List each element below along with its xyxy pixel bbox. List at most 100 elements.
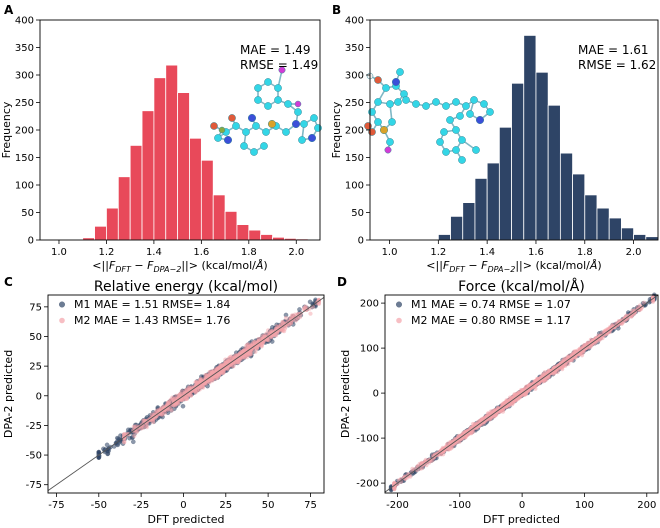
molecule-atom bbox=[386, 100, 394, 108]
x-tick-label: 1.0 bbox=[51, 247, 67, 258]
x-tick-label: 75 bbox=[304, 500, 317, 511]
molecule-atom bbox=[260, 142, 268, 150]
y-tick-label: 100 bbox=[360, 344, 379, 355]
scatter-point bbox=[424, 463, 429, 468]
scatter-point bbox=[446, 447, 451, 452]
molecule-atom bbox=[314, 124, 322, 132]
scatter-point bbox=[235, 357, 240, 362]
molecule-atom bbox=[228, 114, 236, 122]
y-tick-label: 200 bbox=[15, 126, 34, 137]
scatter-point bbox=[208, 370, 213, 375]
molecule-atom bbox=[274, 96, 282, 104]
x-tick-label: 1.2 bbox=[98, 247, 114, 258]
molecule-atom bbox=[278, 66, 286, 74]
molecule-illustration-b bbox=[364, 68, 494, 164]
rmse-annotation: RMSE = 1.49 bbox=[240, 58, 318, 72]
histogram-bar bbox=[153, 77, 167, 241]
scatter-point bbox=[223, 357, 228, 362]
scatter-point bbox=[565, 354, 570, 360]
panel-letter-c: C bbox=[4, 275, 13, 289]
scatter-point bbox=[250, 346, 255, 351]
x-tick-label: -50 bbox=[91, 500, 107, 511]
scatter-point bbox=[253, 349, 258, 354]
molecule-illustration-a bbox=[210, 66, 322, 156]
scatter-point bbox=[185, 393, 190, 398]
y-tick-label: 0 bbox=[36, 391, 42, 402]
molecule-atom bbox=[282, 128, 290, 136]
scatter-point bbox=[154, 408, 159, 413]
molecule-atom bbox=[294, 108, 302, 116]
scatter-point bbox=[253, 345, 258, 350]
histogram-bar bbox=[106, 207, 119, 241]
scatter-point bbox=[308, 311, 313, 316]
molecule-atom bbox=[368, 108, 376, 116]
scatter-point bbox=[220, 363, 225, 368]
x-tick-label: 1.2 bbox=[430, 247, 446, 258]
scatter-point bbox=[265, 337, 270, 342]
panel-letter-d: D bbox=[337, 275, 347, 289]
histogram-bar bbox=[200, 159, 214, 241]
y-tick-label: 75 bbox=[29, 302, 42, 313]
x-tick-label: 1.8 bbox=[577, 247, 593, 258]
molecule-atom bbox=[388, 118, 396, 126]
panel-letter-a: A bbox=[4, 3, 14, 17]
scatter-point bbox=[552, 371, 557, 376]
molecule-atom bbox=[458, 136, 466, 144]
molecule-atom bbox=[456, 112, 464, 120]
y-tick-label: -200 bbox=[356, 479, 379, 490]
scatter-point bbox=[188, 393, 194, 398]
scatter-point bbox=[162, 410, 167, 415]
molecule-atom bbox=[422, 102, 430, 110]
scatter-series bbox=[122, 297, 321, 445]
legend-entry: M2 MAE = 1.43 RMSE= 1.76 bbox=[74, 314, 230, 327]
mae-annotation: MAE = 1.61 bbox=[578, 43, 649, 57]
x-tick-label: 2.0 bbox=[288, 247, 304, 258]
histogram-bar bbox=[608, 217, 622, 241]
y-tick-label: 300 bbox=[345, 71, 364, 82]
molecule-atom bbox=[446, 116, 454, 124]
molecule-atom bbox=[274, 84, 282, 92]
molecule-atom bbox=[436, 138, 444, 146]
scatter-point bbox=[262, 333, 267, 338]
histogram-bar bbox=[236, 224, 250, 241]
plot-frame bbox=[384, 294, 659, 494]
scatter-point bbox=[274, 330, 279, 335]
scatter-point bbox=[288, 318, 293, 323]
histogram-bar bbox=[584, 194, 598, 241]
histogram-bar bbox=[596, 207, 610, 241]
scatter-point bbox=[392, 486, 397, 491]
molecule-atom bbox=[262, 128, 270, 136]
histogram-bar bbox=[437, 234, 451, 241]
histogram-bar bbox=[450, 215, 464, 241]
y-tick-label: 350 bbox=[345, 43, 364, 54]
histogram-a: 1.0 1.2 1.4 1.6 1.8 2.0 0 50 100 150 200 250 300 350 4… bbox=[0, 16, 321, 274]
molecule-atom bbox=[384, 146, 392, 154]
molecule-atom bbox=[307, 133, 317, 143]
scatter-point bbox=[152, 414, 157, 419]
molecule-atom bbox=[300, 120, 308, 128]
molecule-atom bbox=[470, 96, 478, 104]
scatter-point bbox=[178, 391, 183, 396]
chart-title: Relative energy (kcal/mol) bbox=[94, 279, 278, 295]
molecule-atom bbox=[382, 84, 390, 92]
molecule-atom bbox=[412, 100, 420, 108]
molecule-atom bbox=[264, 78, 272, 86]
molecule-atom bbox=[294, 100, 302, 108]
histogram-bar bbox=[224, 210, 238, 241]
molecule-atom bbox=[298, 136, 306, 144]
scatter-point bbox=[279, 327, 284, 332]
scatter-point bbox=[166, 400, 172, 405]
y-axis-label: Frequency bbox=[0, 101, 13, 158]
molecule-atom bbox=[440, 128, 448, 136]
scatter-point bbox=[244, 355, 249, 360]
legend: M1 MAE = 1.51 RMSE= 1.84 M2 MAE = 1.43 RM… bbox=[59, 298, 230, 327]
y-tick-label: 25 bbox=[29, 362, 42, 373]
scatter-point bbox=[494, 410, 499, 415]
y-tick-label: -75 bbox=[26, 480, 42, 491]
scatter-point bbox=[259, 344, 264, 349]
scatter-point bbox=[283, 316, 289, 321]
scatter-point bbox=[132, 433, 137, 438]
scatter-point bbox=[170, 395, 175, 400]
molecule-atom bbox=[291, 119, 301, 129]
